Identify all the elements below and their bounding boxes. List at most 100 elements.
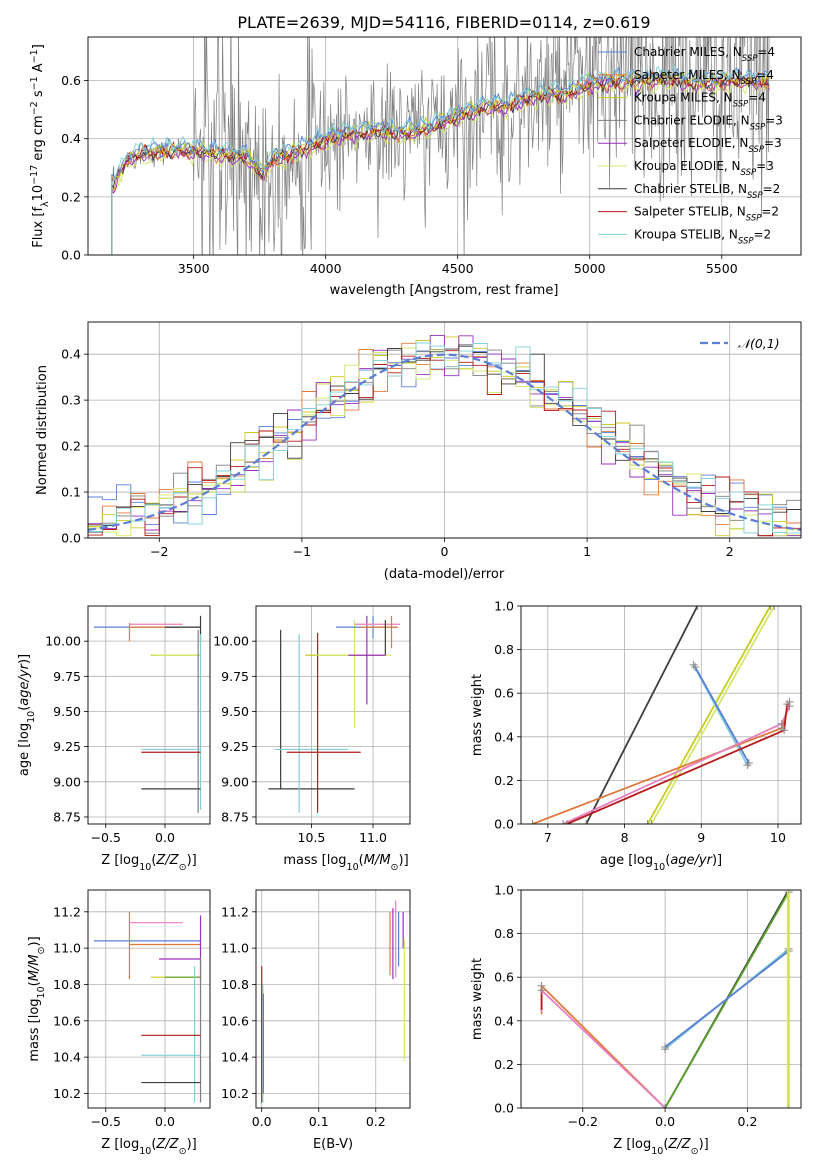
y-tick-label: 0.2 bbox=[61, 189, 81, 204]
weight-marker bbox=[528, 820, 537, 824]
y-tick-label: 1.0 bbox=[494, 883, 514, 898]
y-tick-label: 9.75 bbox=[221, 669, 249, 684]
legend-name: Kroupa MILES, N bbox=[634, 91, 733, 105]
legend-name: Salpeter MILES, N bbox=[634, 68, 741, 82]
label-part: Z [log bbox=[101, 853, 139, 868]
weight-marker bbox=[661, 1042, 670, 1051]
label-part: 10 bbox=[26, 711, 37, 723]
label-part: )] bbox=[399, 853, 409, 868]
legend-sub: SSP bbox=[742, 54, 758, 64]
label-part: −2 bbox=[29, 101, 40, 115]
observed-spectrum bbox=[111, 37, 770, 255]
label-part: (data-model)/error bbox=[384, 567, 505, 582]
label-part: 10 bbox=[139, 1146, 151, 1157]
x-tick-label: 11.0 bbox=[359, 830, 387, 845]
x-tick-label: 8 bbox=[621, 830, 629, 845]
weight-series bbox=[694, 666, 750, 764]
label-part: mass [log bbox=[283, 853, 346, 868]
label-part: −1 bbox=[29, 76, 40, 90]
weight-series bbox=[664, 950, 790, 1048]
weight-marker bbox=[766, 606, 775, 610]
weight-marker bbox=[783, 700, 792, 709]
x-tick-label: 0.0 bbox=[655, 1114, 675, 1129]
legend-entry: Chabrier ELODIE, NSSP=3 bbox=[634, 113, 783, 132]
y-tick-label: 1.0 bbox=[494, 599, 514, 614]
label-part: ( bbox=[359, 853, 364, 868]
residual-histogram bbox=[88, 334, 801, 537]
plot-area bbox=[268, 615, 401, 813]
label-part: ⊙ bbox=[691, 1146, 699, 1157]
panel-residuals: −2 −1 0 1 2 0.0 0.1 0.2 0.3 0.4 bbox=[61, 321, 802, 559]
label-part: Z [log bbox=[613, 1137, 651, 1152]
model-spectrum bbox=[111, 65, 770, 255]
legend-count: =2 bbox=[754, 227, 772, 241]
axes-frame bbox=[87, 36, 802, 256]
y-tick-label: 0.1 bbox=[61, 485, 81, 500]
panel-weight_vs_age: 7 8 9 10 0.0 0.2 0.4 0.6 0.8 1.0 bbox=[494, 599, 802, 845]
x-tick-label: 10.5 bbox=[298, 830, 326, 845]
legend-sub: SSP bbox=[747, 191, 763, 201]
weight-marker bbox=[643, 820, 652, 824]
weight-marker bbox=[537, 986, 546, 995]
y-tick-label: 0.8 bbox=[494, 642, 514, 657]
legend-count: =4 bbox=[748, 91, 766, 105]
label-part: 10 bbox=[653, 862, 665, 873]
axes-frame bbox=[255, 889, 411, 1109]
legend-sub: SSP bbox=[738, 236, 754, 246]
residual-histogram bbox=[88, 342, 801, 534]
chart-title: PLATE=2639, MJD=54116, FIBERID=0114, z=0… bbox=[237, 13, 650, 32]
y-tick-label: 0.0 bbox=[61, 531, 81, 546]
label-part: 10 bbox=[347, 862, 359, 873]
plot-area bbox=[537, 890, 793, 1108]
axes-frame bbox=[255, 605, 411, 825]
y-tick-label: 0.4 bbox=[61, 131, 81, 146]
label-part: erg cm bbox=[31, 115, 46, 164]
x-tick-label: 0.0 bbox=[252, 1114, 272, 1129]
y-tick-label: 9.00 bbox=[221, 774, 249, 789]
y-tick-label: 9.00 bbox=[53, 774, 81, 789]
legend-count: =4 bbox=[756, 68, 774, 82]
y-tick-label: 8.75 bbox=[221, 809, 249, 824]
label-part: s bbox=[31, 90, 46, 101]
x-tick-label: 4000 bbox=[310, 261, 342, 276]
x-axis-label: E(B-V) bbox=[313, 1137, 353, 1152]
legend-entry: Kroupa ELODIE, NSSP=3 bbox=[634, 159, 774, 178]
label-part: ( bbox=[17, 706, 32, 711]
x-tick-label: 4500 bbox=[442, 261, 474, 276]
x-tick-label: 5500 bbox=[706, 261, 738, 276]
legend-count: =3 bbox=[756, 159, 774, 173]
axes-frame bbox=[520, 605, 802, 825]
weight-series bbox=[562, 705, 791, 824]
legend-sub: SSP bbox=[748, 145, 764, 155]
y-tick-label: 0.2 bbox=[494, 1057, 514, 1072]
weight-series bbox=[650, 606, 775, 824]
label-part: ( bbox=[665, 853, 670, 868]
plot-area bbox=[93, 911, 202, 1103]
legend-name: Chabrier ELODIE, N bbox=[634, 113, 750, 127]
label-part: ( bbox=[151, 1137, 156, 1152]
label-part: wavelength [Angstrom, rest frame] bbox=[330, 283, 559, 298]
y-tick-label: 0.4 bbox=[61, 347, 81, 362]
panel-mass_vs_Z: −0.5 0.0 10.2 10.4 10.6 10.8 11.0 11.2 bbox=[53, 889, 211, 1129]
x-axis-label: mass [log10(M/M⊙)] bbox=[283, 853, 408, 873]
panel-age_vs_Z: −0.5 0.0 8.75 9.00 9.25 9.50 9.75 10.00 bbox=[45, 605, 211, 845]
axes-frame bbox=[87, 321, 802, 539]
x-axis-label: (data-model)/error bbox=[384, 567, 505, 582]
x-tick-label: 10 bbox=[770, 830, 786, 845]
x-tick-label: −0.5 bbox=[91, 1114, 121, 1129]
plot-area bbox=[88, 334, 801, 537]
label-part: mass [log bbox=[27, 998, 42, 1061]
legend-name: Chabrier STELIB, N bbox=[634, 182, 747, 196]
legend-count: =2 bbox=[761, 205, 779, 219]
y-tick-label: 10.4 bbox=[221, 1050, 249, 1065]
label-part: 10 bbox=[31, 185, 46, 202]
label-part: age [log bbox=[17, 723, 32, 776]
label-part: ⊙ bbox=[391, 862, 399, 873]
label-part: 10 bbox=[651, 1146, 663, 1157]
weight-marker bbox=[770, 606, 779, 610]
x-tick-label: 3500 bbox=[178, 261, 210, 276]
legend-name: Salpeter ELODIE, N bbox=[634, 136, 748, 150]
x-tick-label: −2 bbox=[150, 544, 168, 559]
legend-entry: Kroupa STELIB, NSSP=2 bbox=[634, 227, 771, 246]
